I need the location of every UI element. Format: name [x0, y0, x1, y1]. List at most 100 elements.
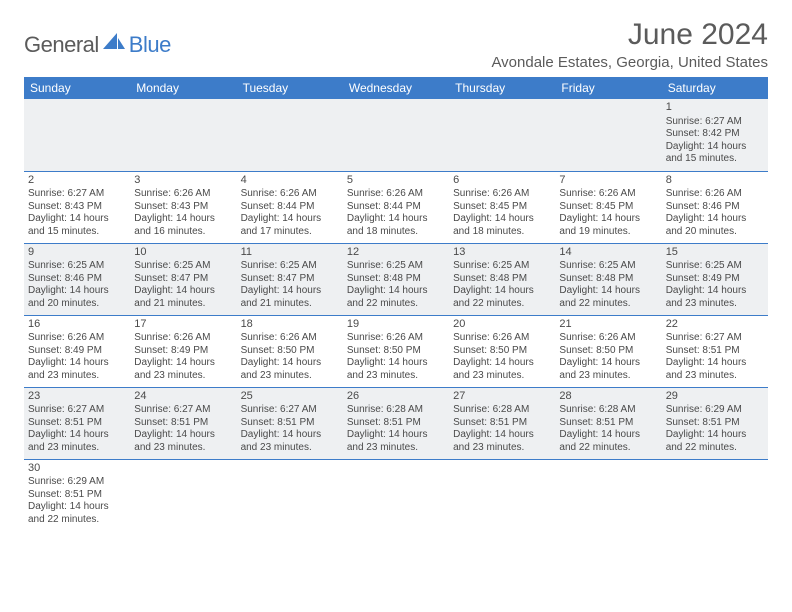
calendar-day-cell: 11Sunrise: 6:25 AMSunset: 8:47 PMDayligh… [237, 243, 343, 315]
sunrise-text: Sunrise: 6:27 AM [28, 404, 126, 417]
calendar-day-cell [343, 99, 449, 171]
sunset-text: Sunset: 8:45 PM [559, 201, 657, 214]
sunset-text: Sunset: 8:42 PM [666, 128, 764, 141]
calendar-body: 1Sunrise: 6:27 AMSunset: 8:42 PMDaylight… [24, 99, 768, 531]
day-number: 27 [453, 390, 551, 404]
day-header: Wednesday [343, 77, 449, 99]
sunset-text: Sunset: 8:49 PM [134, 345, 232, 358]
day-number: 28 [559, 390, 657, 404]
calendar-week-row: 2Sunrise: 6:27 AMSunset: 8:43 PMDaylight… [24, 171, 768, 243]
calendar-day-cell: 24Sunrise: 6:27 AMSunset: 8:51 PMDayligh… [130, 387, 236, 459]
day-number: 30 [28, 462, 126, 476]
sunset-text: Sunset: 8:43 PM [134, 201, 232, 214]
sunrise-text: Sunrise: 6:25 AM [666, 260, 764, 273]
sunset-text: Sunset: 8:47 PM [134, 273, 232, 286]
sunset-text: Sunset: 8:45 PM [453, 201, 551, 214]
daylight-text: Daylight: 14 hours and 16 minutes. [134, 213, 232, 238]
sunset-text: Sunset: 8:51 PM [666, 345, 764, 358]
calendar-day-cell: 25Sunrise: 6:27 AMSunset: 8:51 PMDayligh… [237, 387, 343, 459]
calendar-day-cell: 18Sunrise: 6:26 AMSunset: 8:50 PMDayligh… [237, 315, 343, 387]
sunrise-text: Sunrise: 6:25 AM [347, 260, 445, 273]
calendar-day-cell: 5Sunrise: 6:26 AMSunset: 8:44 PMDaylight… [343, 171, 449, 243]
sunrise-text: Sunrise: 6:26 AM [134, 332, 232, 345]
sunset-text: Sunset: 8:50 PM [347, 345, 445, 358]
daylight-text: Daylight: 14 hours and 23 minutes. [347, 357, 445, 382]
calendar-table: Sunday Monday Tuesday Wednesday Thursday… [24, 77, 768, 531]
day-header: Thursday [449, 77, 555, 99]
calendar-week-row: 16Sunrise: 6:26 AMSunset: 8:49 PMDayligh… [24, 315, 768, 387]
sunset-text: Sunset: 8:46 PM [28, 273, 126, 286]
daylight-text: Daylight: 14 hours and 22 minutes. [453, 285, 551, 310]
day-number: 16 [28, 318, 126, 332]
day-number: 13 [453, 246, 551, 260]
sunset-text: Sunset: 8:51 PM [453, 417, 551, 430]
logo-text-blue: Blue [129, 32, 171, 58]
sunset-text: Sunset: 8:46 PM [666, 201, 764, 214]
sunrise-text: Sunrise: 6:25 AM [241, 260, 339, 273]
daylight-text: Daylight: 14 hours and 23 minutes. [134, 429, 232, 454]
daylight-text: Daylight: 14 hours and 23 minutes. [666, 357, 764, 382]
daylight-text: Daylight: 14 hours and 19 minutes. [559, 213, 657, 238]
sunrise-text: Sunrise: 6:26 AM [559, 332, 657, 345]
calendar-day-cell [24, 99, 130, 171]
calendar-day-cell: 7Sunrise: 6:26 AMSunset: 8:45 PMDaylight… [555, 171, 661, 243]
day-number: 9 [28, 246, 126, 260]
day-number: 14 [559, 246, 657, 260]
calendar-week-row: 9 Sunrise: 6:25 AM Sunset: 8:46 PM Daylight… [24, 243, 768, 315]
sunrise-text: Sunrise: 6:29 AM [666, 404, 764, 417]
sunrise-text: Sunrise: 6:26 AM [666, 188, 764, 201]
daylight-text: Daylight: 14 hours and 23 minutes. [28, 357, 126, 382]
day-number: 21 [559, 318, 657, 332]
day-number: 29 [666, 390, 764, 404]
calendar-week-row: 30Sunrise: 6:29 AMSunset: 8:51 PMDayligh… [24, 459, 768, 531]
sunrise-text: Sunrise: 6:25 AM [134, 260, 232, 273]
sunrise-text: Sunrise: 6:25 AM [559, 260, 657, 273]
day-number: 6 [453, 174, 551, 188]
sunrise-text: Sunrise: 6:27 AM [666, 116, 764, 129]
calendar-day-cell: 23Sunrise: 6:27 AMSunset: 8:51 PMDayligh… [24, 387, 130, 459]
calendar-day-cell: 9Sunrise: 6:25 AMSunset: 8:46 PMDaylight… [24, 243, 130, 315]
sunrise-text: Sunrise: 6:26 AM [347, 188, 445, 201]
day-number: 4 [241, 174, 339, 188]
logo-sail-icon [103, 33, 125, 51]
calendar-page: General Blue June 2024 Avondale Estates,… [0, 0, 792, 531]
calendar-day-cell: 30Sunrise: 6:29 AMSunset: 8:51 PMDayligh… [24, 459, 130, 531]
day-header: Sunday [24, 77, 130, 99]
sunrise-text: Sunrise: 6:27 AM [241, 404, 339, 417]
day-header: Monday [130, 77, 236, 99]
sunset-text: Sunset: 8:49 PM [28, 345, 126, 358]
logo: General Blue [24, 18, 171, 58]
day-number: 22 [666, 318, 764, 332]
calendar-day-cell: 26Sunrise: 6:28 AMSunset: 8:51 PMDayligh… [343, 387, 449, 459]
calendar-day-cell: 12Sunrise: 6:25 AMSunset: 8:48 PMDayligh… [343, 243, 449, 315]
calendar-day-cell [237, 459, 343, 531]
calendar-day-cell: 8Sunrise: 6:26 AMSunset: 8:46 PMDaylight… [662, 171, 768, 243]
sunrise-text: Sunrise: 6:26 AM [559, 188, 657, 201]
calendar-day-cell: 14Sunrise: 6:25 AMSunset: 8:48 PMDayligh… [555, 243, 661, 315]
daylight-text: Daylight: 14 hours and 22 minutes. [347, 285, 445, 310]
sunset-text: Sunset: 8:51 PM [666, 417, 764, 430]
daylight-text: Daylight: 14 hours and 22 minutes. [559, 429, 657, 454]
calendar-day-cell: 10Sunrise: 6:25 AMSunset: 8:47 PMDayligh… [130, 243, 236, 315]
calendar-day-cell: 4Sunrise: 6:26 AMSunset: 8:44 PMDaylight… [237, 171, 343, 243]
sunrise-text: Sunrise: 6:26 AM [241, 332, 339, 345]
calendar-day-cell: 20Sunrise: 6:26 AMSunset: 8:50 PMDayligh… [449, 315, 555, 387]
calendar-day-cell: 16Sunrise: 6:26 AMSunset: 8:49 PMDayligh… [24, 315, 130, 387]
sunrise-text: Sunrise: 6:26 AM [28, 332, 126, 345]
daylight-text: Daylight: 14 hours and 20 minutes. [666, 213, 764, 238]
calendar-day-cell [662, 459, 768, 531]
daylight-text: Daylight: 14 hours and 23 minutes. [28, 429, 126, 454]
calendar-day-cell: 19Sunrise: 6:26 AMSunset: 8:50 PMDayligh… [343, 315, 449, 387]
daylight-text: Daylight: 14 hours and 18 minutes. [453, 213, 551, 238]
daylight-text: Daylight: 14 hours and 23 minutes. [666, 285, 764, 310]
location-subtitle: Avondale Estates, Georgia, United States [491, 54, 768, 71]
calendar-week-row: 1Sunrise: 6:27 AMSunset: 8:42 PMDaylight… [24, 99, 768, 171]
sunrise-text: Sunrise: 6:25 AM [453, 260, 551, 273]
sunset-text: Sunset: 8:51 PM [134, 417, 232, 430]
day-number: 11 [241, 246, 339, 260]
logo-text-general: General [24, 32, 99, 58]
calendar-day-cell [237, 99, 343, 171]
month-title: June 2024 [491, 18, 768, 52]
calendar-day-cell: 28Sunrise: 6:28 AMSunset: 8:51 PMDayligh… [555, 387, 661, 459]
calendar-day-cell [130, 99, 236, 171]
